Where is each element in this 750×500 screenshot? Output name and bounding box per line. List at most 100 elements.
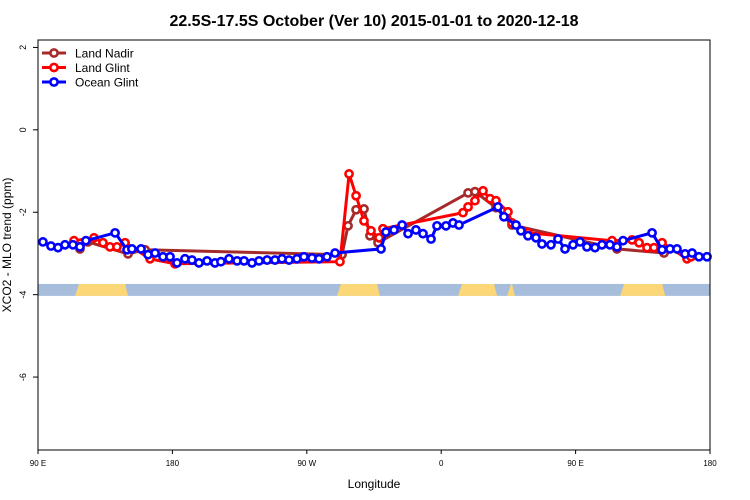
land-segment	[507, 283, 515, 296]
data-point	[376, 244, 386, 254]
data-point	[537, 239, 547, 249]
data-point	[470, 186, 480, 197]
data-point	[322, 251, 332, 262]
data-point	[359, 215, 369, 226]
y-tick-label: 0	[18, 127, 28, 132]
plot-frame	[37, 39, 711, 451]
data-point	[374, 232, 384, 243]
x-tick-label: 90 E	[567, 459, 583, 468]
data-point	[239, 255, 249, 266]
data-point	[284, 255, 294, 265]
data-point	[694, 251, 704, 262]
data-point	[597, 239, 607, 250]
chart-title: 22.5S-17.5S October (Ver 10) 2015-01-01 …	[169, 13, 578, 30]
data-point	[75, 241, 85, 252]
data-point	[98, 237, 108, 248]
data-point	[403, 228, 413, 239]
data-point	[60, 239, 70, 250]
data-point	[687, 248, 697, 258]
data-point	[499, 211, 509, 222]
data-point	[254, 255, 264, 266]
x-tick-label: 90 E	[30, 459, 46, 468]
data-point	[649, 242, 659, 253]
data-point	[612, 241, 622, 252]
y-tick-label: -2	[18, 208, 28, 216]
x-tick-label: 180	[703, 459, 717, 468]
data-point	[511, 220, 521, 230]
legend-marker	[49, 62, 59, 73]
data-point	[351, 190, 361, 201]
land-segment	[75, 283, 129, 296]
data-point	[262, 255, 272, 265]
y-tick-label: -4	[18, 291, 28, 299]
data-point	[165, 251, 175, 262]
y-axis-label: XCO2 - MLO trend (ppm)	[0, 178, 14, 313]
y-axis: 2 0 -2 -4 -6	[18, 45, 38, 381]
land-segment	[458, 283, 498, 296]
data-point	[470, 195, 480, 206]
data-point	[493, 201, 503, 212]
data-point	[343, 220, 353, 231]
data-point	[702, 251, 712, 262]
data-point	[38, 237, 48, 247]
data-point	[531, 232, 541, 243]
data-point	[330, 248, 340, 258]
x-tick-label: 90 W	[297, 459, 316, 468]
data-point	[194, 258, 204, 268]
data-point	[299, 251, 309, 262]
data-point	[335, 256, 345, 267]
data-point	[516, 225, 526, 236]
x-tick-label: 180	[166, 459, 180, 468]
data-point	[426, 234, 436, 244]
data-point	[127, 244, 137, 254]
data-point	[560, 244, 570, 254]
legend-marker	[49, 77, 59, 87]
data-point	[618, 235, 628, 246]
data-point	[582, 241, 592, 252]
data-point	[172, 258, 182, 268]
land-segment	[620, 283, 666, 296]
data-point	[224, 253, 234, 264]
data-point	[314, 253, 324, 264]
x-axis: 90 E 180 90 W 0 90 E 180	[30, 450, 717, 468]
data-point	[432, 220, 442, 231]
legend-label: Land Glint	[75, 61, 130, 75]
data-point	[553, 234, 563, 244]
data-point	[397, 220, 407, 230]
data-point	[523, 230, 533, 241]
data-point	[112, 241, 122, 252]
legend-label: Ocean Glint	[75, 76, 139, 90]
land-ocean-mask	[38, 283, 710, 296]
data-point	[110, 227, 120, 238]
data-point	[411, 225, 421, 235]
data-point	[458, 207, 468, 218]
data-point	[672, 244, 682, 254]
data-point	[366, 225, 376, 236]
data-point	[478, 185, 488, 196]
y-tick-label: -6	[18, 373, 28, 381]
data-point	[344, 169, 354, 179]
data-point	[657, 244, 667, 255]
data-point	[647, 227, 657, 238]
data-point	[418, 228, 428, 239]
y-tick-label: 2	[18, 45, 28, 50]
data-point	[634, 237, 644, 248]
data-point	[575, 237, 585, 247]
data-point	[463, 201, 473, 212]
data-point	[136, 244, 146, 254]
data-point	[81, 235, 91, 246]
legend-label: Land Nadir	[75, 47, 134, 61]
data-point	[389, 225, 399, 235]
series-group	[38, 169, 712, 269]
x-axis-label: Longitude	[348, 477, 401, 491]
data-point	[150, 248, 160, 258]
data-point	[216, 256, 226, 267]
data-point	[546, 239, 556, 250]
legend-marker	[49, 48, 59, 58]
data-point	[454, 220, 464, 230]
data-point	[381, 227, 391, 237]
x-tick-label: 0	[439, 459, 444, 468]
land-segment	[336, 283, 380, 296]
